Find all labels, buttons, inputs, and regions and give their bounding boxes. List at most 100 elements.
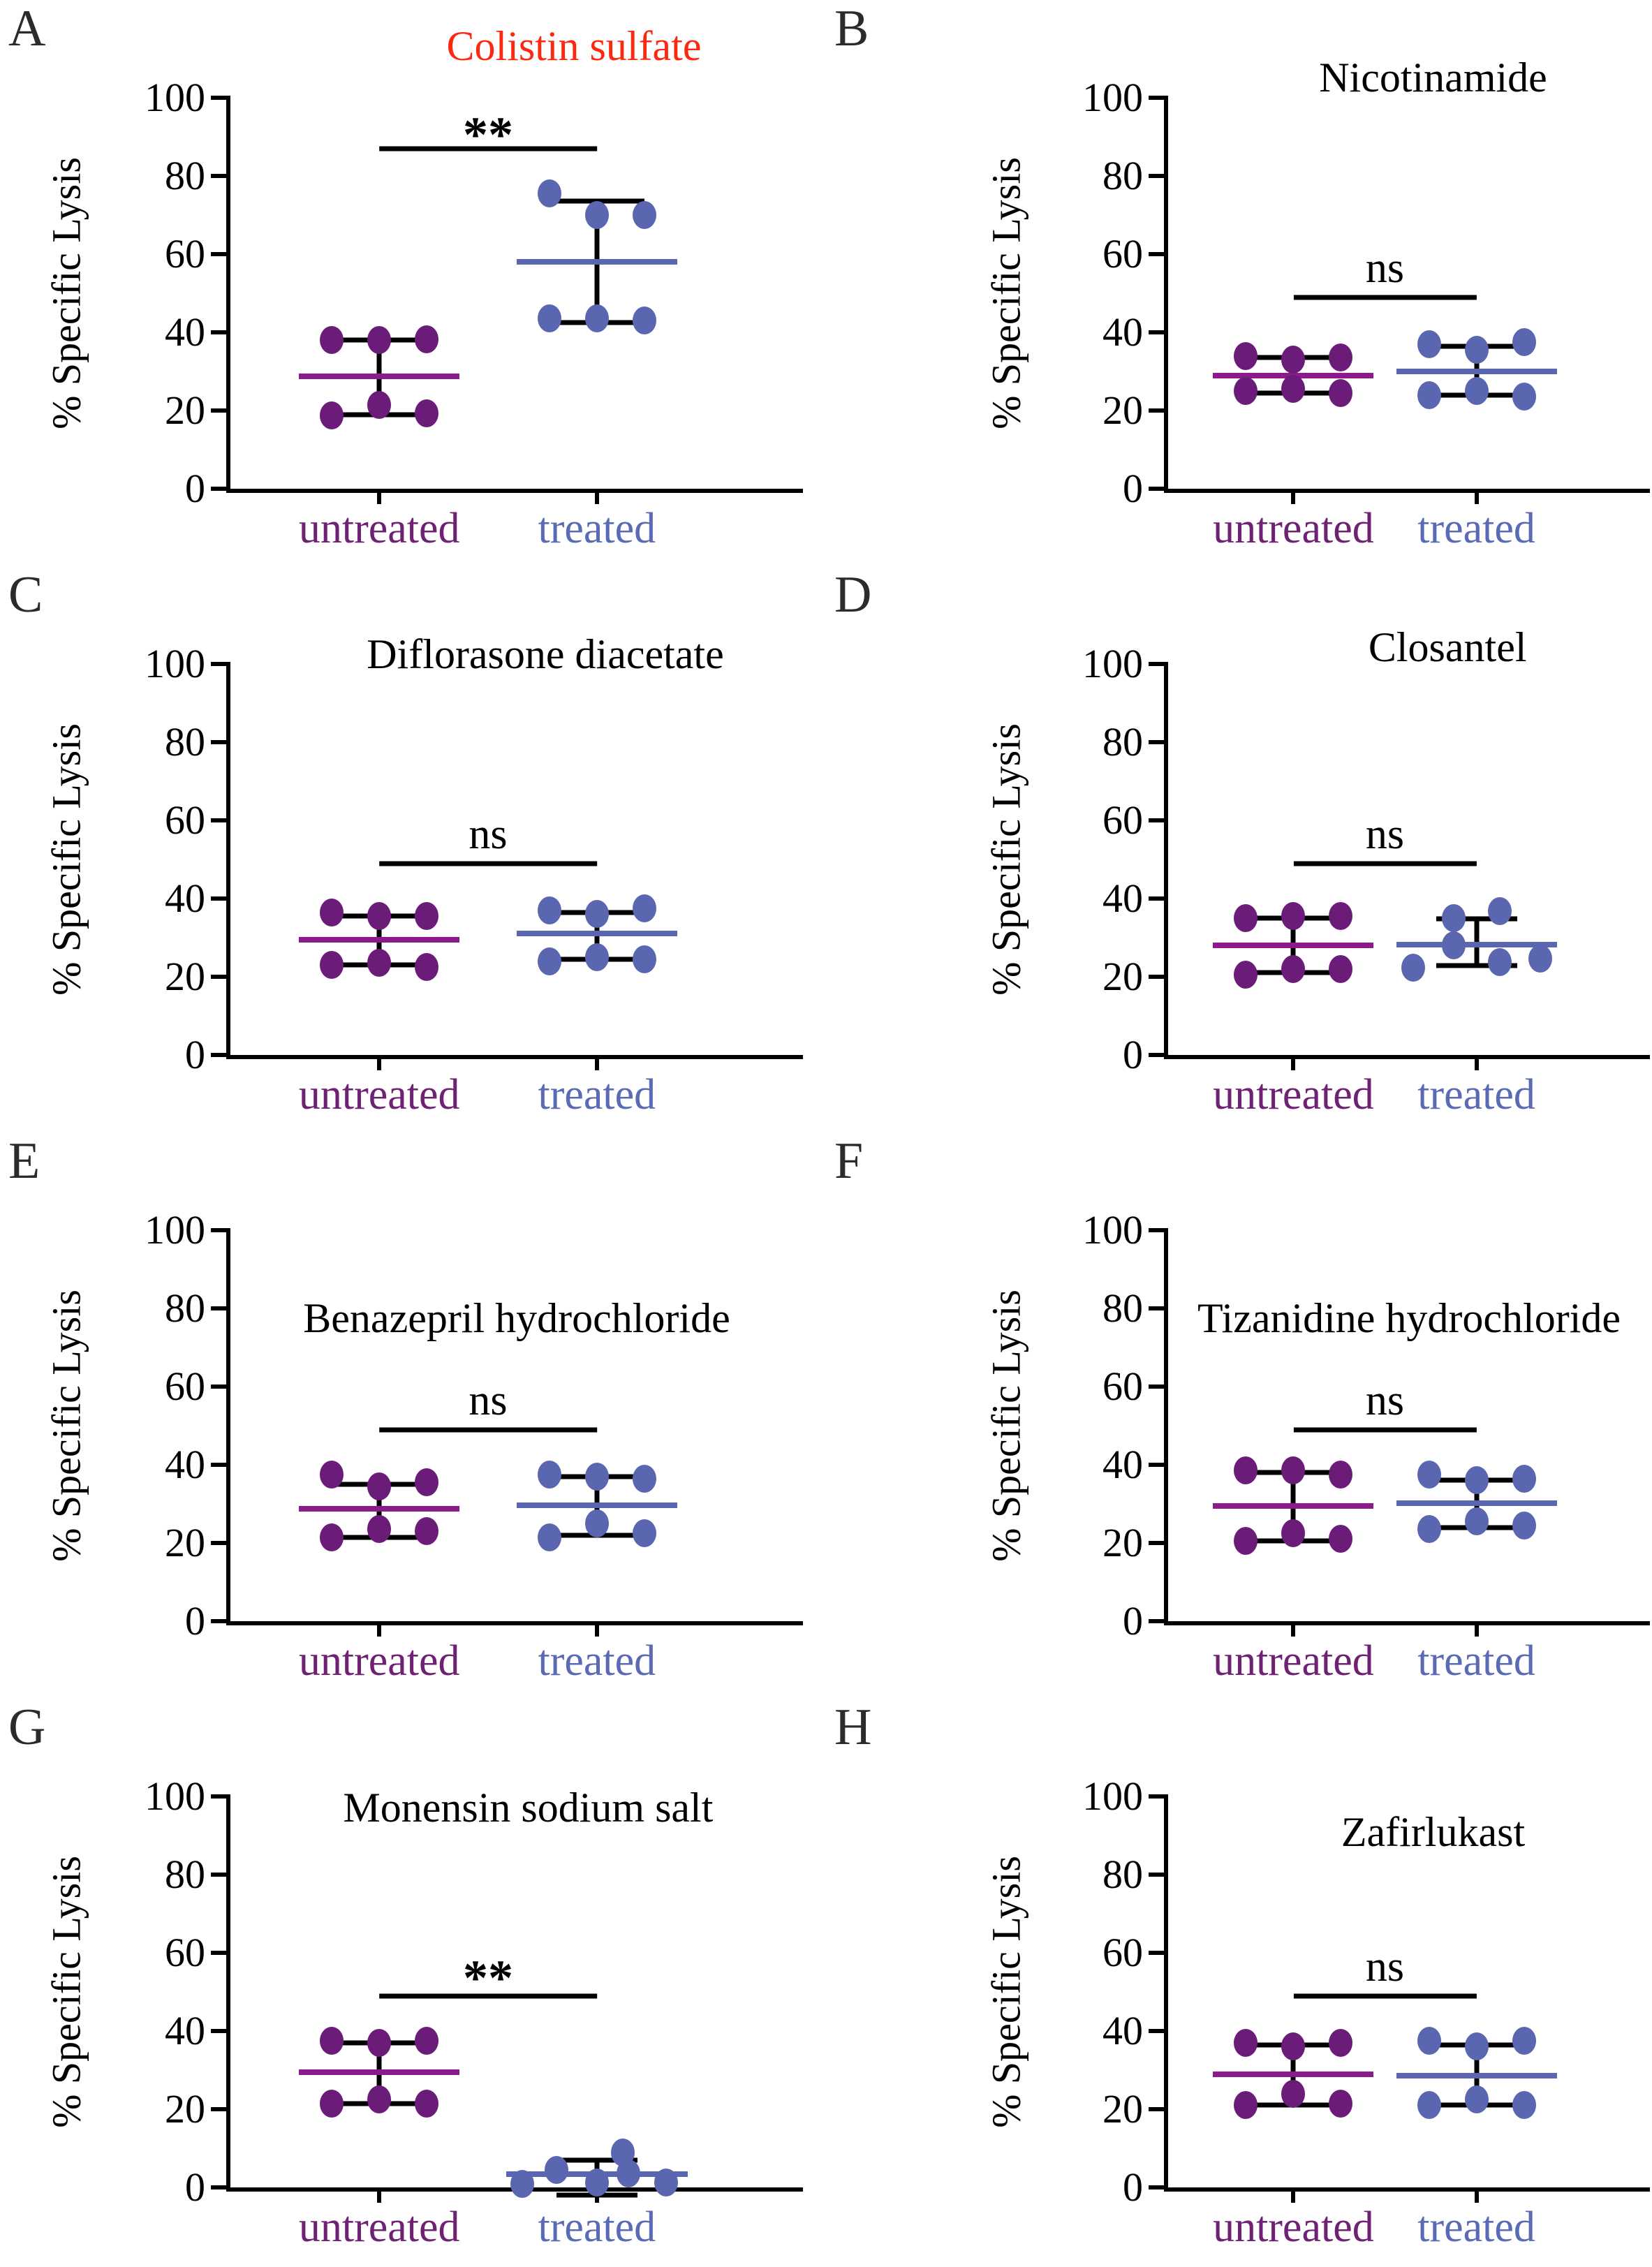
median-line [1396, 1500, 1557, 1506]
y-tick-label: 20 [1102, 1520, 1143, 1565]
median-line [1396, 941, 1557, 947]
y-tick-mark [1149, 1463, 1164, 1467]
y-tick-mark [1149, 662, 1164, 666]
median-line [1213, 1502, 1374, 1509]
panel-title: Closantel [1368, 624, 1527, 670]
significance-bar [1293, 1993, 1477, 1999]
x-category-label-treated: treated [538, 1637, 656, 1685]
y-axis-line [226, 1794, 230, 2190]
data-point [584, 1509, 609, 1537]
y-tick-label: 80 [165, 153, 205, 198]
y-tick-mark [1149, 96, 1164, 100]
y-tick-mark [1149, 487, 1164, 491]
y-tick-label: 0 [185, 2164, 205, 2210]
median-line [516, 931, 677, 937]
y-axis-label: % Specific Lysis [43, 723, 89, 996]
data-point [367, 2028, 392, 2057]
data-point [1234, 377, 1258, 405]
data-point [584, 2168, 609, 2196]
y-tick-mark [211, 662, 226, 666]
y-tick-label: 0 [1123, 466, 1143, 511]
x-axis-line [226, 1055, 803, 1059]
x-tick-mark [594, 1055, 599, 1070]
data-point [537, 179, 561, 208]
data-point [415, 902, 439, 931]
panel-letter: E [8, 1132, 40, 1190]
panel-D: D % Specific Lysis 0 20 40 60 80 100 Closantel ns… [826, 566, 1652, 1132]
data-point [584, 900, 609, 929]
significance-bar [379, 146, 597, 152]
median-line [1396, 369, 1557, 374]
y-tick-label: 20 [1102, 2086, 1143, 2132]
plot-area: 0 20 40 60 80 100 Benazepril hydrochloride ns un… [145, 1210, 803, 1683]
median-line [299, 1506, 460, 1512]
data-point [632, 201, 656, 229]
y-tick-label: 40 [165, 309, 205, 355]
y-tick-label: 60 [165, 1930, 205, 1975]
x-tick-mark [377, 1055, 382, 1070]
y-tick-mark [211, 1873, 226, 1877]
data-point [537, 896, 561, 924]
data-point [1464, 2085, 1489, 2113]
data-point [1234, 2028, 1258, 2057]
x-tick-mark [377, 489, 382, 504]
y-tick-mark [1149, 740, 1164, 744]
panel-letter: F [834, 1132, 864, 1190]
y-tick-label: 100 [145, 1207, 205, 1253]
error-bar-cap [1436, 963, 1517, 968]
y-axis-line [1164, 662, 1168, 1057]
x-tick-mark [594, 489, 599, 504]
panel-title: Tizanidine hydrochloride [1197, 1295, 1621, 1341]
y-tick-label: 40 [1102, 1442, 1143, 1487]
x-category-label-treated: treated [1417, 2203, 1535, 2251]
data-point [367, 949, 392, 977]
panel-F: F % Specific Lysis 0 20 40 60 80 100 Tizanidine … [826, 1132, 1652, 1699]
panel-letter: H [834, 1699, 872, 1756]
data-point [320, 401, 344, 429]
y-tick-label: 0 [1123, 1032, 1143, 1077]
data-point [415, 953, 439, 981]
data-point [1281, 1519, 1306, 1547]
x-category-label-untreated: untreated [1213, 1637, 1374, 1685]
significance-label: ns [1365, 244, 1405, 292]
data-point [1417, 1515, 1441, 1544]
data-point [367, 1515, 392, 1544]
data-point [320, 2089, 344, 2118]
y-tick-label: 0 [185, 1598, 205, 1644]
x-axis-line [1164, 2187, 1650, 2192]
significance-bar [1293, 295, 1477, 300]
y-tick-label: 60 [1102, 797, 1143, 843]
data-point [1487, 948, 1512, 977]
y-tick-label: 40 [1102, 2008, 1143, 2053]
y-tick-label: 100 [145, 75, 205, 120]
panel-E: E % Specific Lysis 0 20 40 60 80 100 Benazepril … [0, 1132, 826, 1699]
data-point [415, 1468, 439, 1497]
x-tick-mark [1474, 489, 1479, 504]
y-tick-label: 20 [165, 2086, 205, 2132]
data-point [537, 1461, 561, 1489]
y-tick-label: 20 [165, 1520, 205, 1565]
data-point [1464, 1466, 1489, 1495]
y-tick-label: 40 [165, 1442, 205, 1487]
median-line [299, 936, 460, 943]
plot-area: 0 20 40 60 80 100 Diflorasone diacetate ns untre… [145, 633, 803, 1116]
y-tick-label: 0 [185, 1032, 205, 1077]
y-tick-mark [1149, 174, 1164, 178]
y-tick-mark [211, 818, 226, 822]
y-tick-label: 60 [165, 797, 205, 843]
data-point [415, 2027, 439, 2055]
x-category-label-untreated: untreated [298, 1637, 460, 1685]
data-point [1512, 1464, 1536, 1493]
data-point [584, 943, 609, 971]
y-axis-line [1164, 96, 1168, 491]
significance-bar [1293, 1427, 1477, 1433]
y-tick-mark [211, 1541, 226, 1545]
data-point [367, 2085, 392, 2113]
plot-area: 0 20 40 60 80 100 Zafirlukast ns untreated treate… [1082, 1776, 1650, 2249]
panel-letter: D [834, 566, 872, 623]
data-point [537, 947, 561, 975]
data-point [320, 898, 344, 926]
x-category-label-untreated: untreated [298, 1071, 460, 1118]
y-tick-mark [1149, 1384, 1164, 1389]
x-category-label-untreated: untreated [298, 505, 460, 552]
